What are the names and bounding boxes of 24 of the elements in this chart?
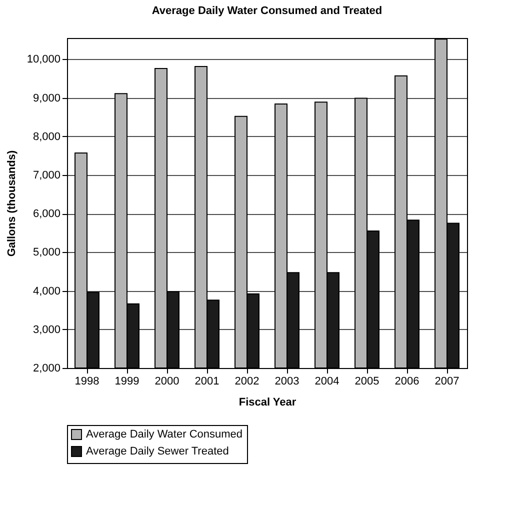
y-tick-label: 6,000 <box>32 208 60 220</box>
x-tick-label: 2001 <box>194 376 220 388</box>
y-tick-label: 9,000 <box>32 92 60 104</box>
y-tick-label: 4,000 <box>32 285 60 298</box>
x-tick-label: 2006 <box>394 376 420 388</box>
y-tick-label: 2,000 <box>32 362 60 374</box>
x-tick-label: 2003 <box>274 376 300 388</box>
y-axis-title: Gallons (thousands) <box>6 150 18 257</box>
x-axis-title: Fiscal Year <box>238 396 297 408</box>
x-tick-label: 2002 <box>234 376 260 388</box>
x-tick-label: 2007 <box>434 376 460 388</box>
chart-title: Average Daily Water Consumed and Treated <box>152 5 382 17</box>
x-tick-label: 2004 <box>314 376 340 388</box>
y-tick-label: 8,000 <box>32 130 60 143</box>
x-tick-label: 1998 <box>74 376 100 388</box>
y-tick-label: 10,000 <box>26 54 60 66</box>
x-tick-label: 1999 <box>114 376 140 388</box>
x-tick-label: 2005 <box>354 376 380 388</box>
y-tick-label: 3,000 <box>32 324 60 336</box>
y-tick-label: 5,000 <box>32 246 60 259</box>
legend-label: Average Daily Water Consumed <box>86 428 243 440</box>
legend-label: Average Daily Sewer Treated <box>86 446 229 458</box>
x-tick-label: 2000 <box>154 376 180 388</box>
y-tick-label: 7,000 <box>32 170 60 182</box>
